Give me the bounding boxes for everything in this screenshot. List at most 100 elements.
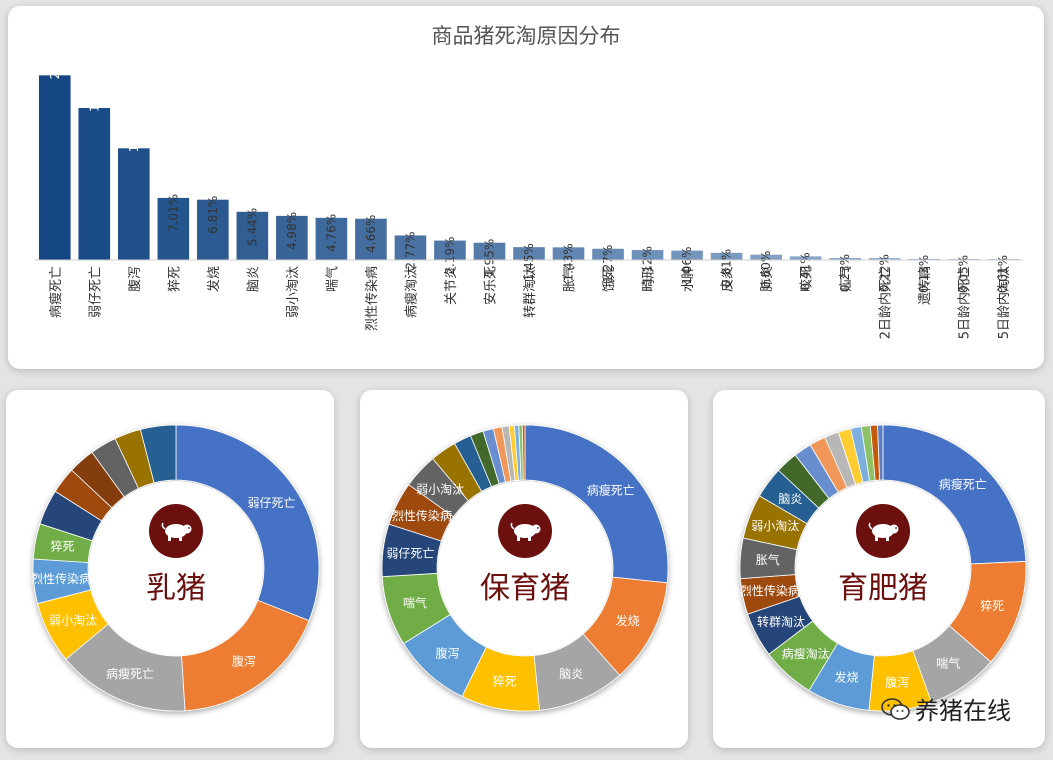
bar <box>315 217 348 260</box>
donut-segment <box>877 424 884 481</box>
bar-value-label: 0.22% <box>878 254 892 292</box>
bar <box>157 197 190 260</box>
bar <box>355 218 387 260</box>
bar-value-label: 4.76% <box>324 214 338 252</box>
bar <box>434 240 466 260</box>
bar-value-label: 12.61% <box>127 107 141 153</box>
donut-segment-label: 胀气 <box>756 552 780 567</box>
bar-category-label: 安乐死 <box>483 266 498 305</box>
donut-segment-label: 发烧 <box>616 613 640 628</box>
bar-category-label: 肺炎 <box>760 266 775 292</box>
bar <box>117 148 150 260</box>
donut-segment-label: 病瘦死亡 <box>939 476 987 491</box>
bar-category-label: 5日龄内死亡 <box>957 266 973 339</box>
pie-card-piglet: 弱仔死亡 腹泻 病瘦死亡 弱小淘汰 烈性传染病 猝死 乳猪 <box>6 390 334 748</box>
bar-category-label: 饿死 <box>602 266 617 292</box>
donut-segment-label: 烈性传染病 <box>392 508 452 523</box>
donut-hole <box>89 481 263 655</box>
bar-category-label: 猝死 <box>167 266 182 292</box>
bar <box>513 247 545 260</box>
bar-category-label: 腹泻 <box>127 266 143 292</box>
donut-segment-label: 腹泻 <box>232 654 256 668</box>
pig-icon <box>868 522 899 541</box>
bar-category-label: 弱小淘汰 <box>286 266 301 318</box>
bar <box>631 250 664 260</box>
bar-value-label: 4.98% <box>285 212 299 250</box>
donut-segment-label: 猝死 <box>51 539 75 553</box>
bar <box>197 199 229 260</box>
bar <box>394 235 427 260</box>
bar-value-label: 6.81% <box>206 196 220 234</box>
bar-chart-card: 商品猪死淘原因分布 20.85% 病瘦死亡 17.16% 弱仔死亡 12.61% 腹泻 7.… <box>8 6 1044 369</box>
bar-category-label: 弱仔死亡 <box>88 266 103 318</box>
bar-category-label: 遗传病 <box>918 266 933 305</box>
bar <box>473 242 506 260</box>
donut-segment-label: 弱小淘汰 <box>416 483 464 497</box>
bar-category-label: 水肿 <box>681 266 696 292</box>
pie-card-finishing: 病瘦死亡 猝死 喘气 腹泻 发烧 病瘦淘汰 转群淘汰 烈性传染病 胀气 弱小淘汰 脑炎 育肥猪 养猪在… <box>713 390 1045 748</box>
bar-value-label: 0.05% <box>957 255 971 293</box>
bar-value-label: 2.77% <box>403 231 417 269</box>
donut-segment-label: 脑炎 <box>778 492 802 506</box>
donut-segment-label: 弱仔死亡 <box>248 496 296 510</box>
donut-segment-label: 腹泻 <box>436 647 460 661</box>
bar <box>236 211 269 260</box>
bar-chart-title: 商品猪死淘原因分布 <box>431 24 621 48</box>
donut-segment <box>139 424 177 484</box>
donut-segment-label: 喘气 <box>403 595 427 610</box>
pig-icon <box>161 522 192 541</box>
donut-segment-label: 病瘦死亡 <box>587 483 635 498</box>
watermark: 养猪在线 <box>881 691 1011 726</box>
bar-category-label: 病瘦淘汰 <box>403 266 419 318</box>
donut-segment-label: 病瘦淘汰 <box>782 646 830 661</box>
donut-center-title: 乳猪 <box>146 571 206 606</box>
donut-segment-label: 烈性传染病 <box>31 571 91 586</box>
bar-value-label: 4.66% <box>364 215 378 253</box>
bar-category-label: 2日龄内死亡 <box>878 266 894 339</box>
bar <box>38 75 71 260</box>
bar-value-label: 1.06% <box>680 247 694 285</box>
bar-value-label: 0.01% <box>996 255 1010 293</box>
bar <box>868 258 901 260</box>
bar-category-label: 畸形 <box>642 266 657 292</box>
bar-category-label: 咬死 <box>799 266 815 292</box>
bar-chart: 20.85% 病瘦死亡 17.16% 弱仔死亡 12.61% 腹泻 7.01% 猝死 6.81%… <box>35 34 1023 339</box>
bar-value-label: 1.43% <box>562 243 576 281</box>
watermark-text: 养猪在线 <box>915 697 1011 725</box>
bar-category-label: 胀气 <box>562 266 578 292</box>
bar <box>710 252 743 260</box>
donut-segment-label: 喘气 <box>936 655 960 670</box>
donut-segment-label: 猝死 <box>493 675 517 689</box>
bar <box>829 257 861 260</box>
bar-value-label: 20.85% <box>48 34 62 80</box>
bar-value-label: 0.23% <box>838 254 852 292</box>
bar-value-label: 7.01% <box>166 194 180 232</box>
donut-segment-label: 发烧 <box>835 670 859 685</box>
pie-card-nursery: 病瘦死亡 发烧 脑炎 猝死 腹泻 喘气 弱仔死亡 烈性传染病 弱小淘汰 保育猪 <box>360 390 688 748</box>
donut-center-title: 育肥猪 <box>838 571 928 606</box>
donut-segment-label: 烈性传染病 <box>740 583 800 598</box>
bar-category-label: 脑炎 <box>246 266 261 292</box>
bar-category-label: 5日龄内淘汰 <box>996 266 1012 339</box>
bar-category-label: 发烧 <box>206 266 222 292</box>
bar-value-label: 1.12% <box>641 246 655 284</box>
bar-value-label: 0.41% <box>799 252 813 290</box>
bar-category-label: 关节炎 <box>444 266 459 305</box>
donut-hole <box>796 481 970 655</box>
wechat-icon <box>881 697 910 720</box>
bar-value-label: 0.81% <box>720 249 734 287</box>
donut-segment-label: 脑炎 <box>559 667 583 681</box>
bar-category-label: 烈性传染病 <box>365 266 380 331</box>
donut-segment-label: 腹泻 <box>885 676 909 690</box>
donut-segment <box>175 424 320 622</box>
bar <box>276 215 308 260</box>
bar-value-label: 5.44% <box>245 208 259 246</box>
bar <box>789 256 822 260</box>
bar-value-label: 17.16% <box>87 66 101 112</box>
bar-value-label: 1.45% <box>522 243 536 281</box>
bar-category-label: 喘气 <box>324 266 340 292</box>
bar <box>671 250 703 260</box>
